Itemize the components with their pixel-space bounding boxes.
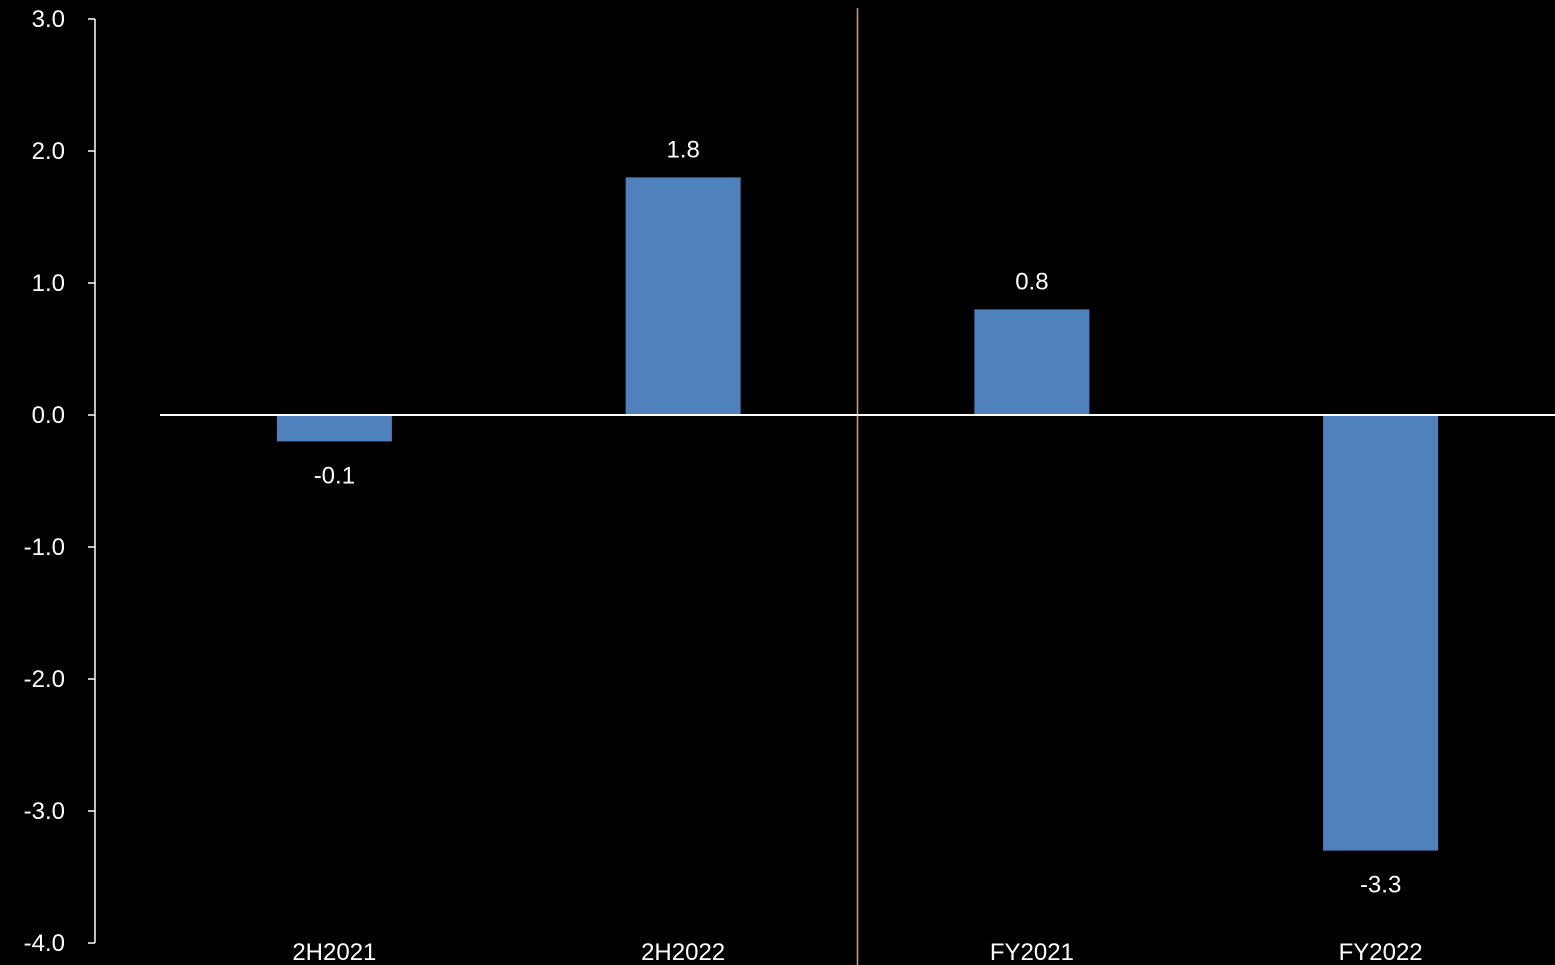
- data-label-2h2021: -0.1: [314, 462, 355, 489]
- y-tick-label: 2.0: [32, 138, 65, 165]
- bar-2h2022: [625, 177, 741, 415]
- data-label-fy2022: -3.3: [1360, 872, 1401, 899]
- category-label-2h2021: 2H2021: [292, 939, 376, 965]
- bars: [276, 177, 1439, 851]
- category-labels: 2H2021 2H2022 FY2021 FY2022: [292, 939, 1422, 965]
- category-label-fy2022: FY2022: [1339, 939, 1423, 965]
- y-tick-label: 3.0: [32, 6, 65, 33]
- data-labels: -0.1 1.8 0.8 -3.3: [314, 136, 1402, 898]
- data-label-2h2022: 1.8: [666, 136, 699, 163]
- y-tick-label: -1.0: [24, 534, 65, 561]
- data-label-fy2021: 0.8: [1015, 268, 1048, 295]
- y-axis: 3.0 2.0 1.0 0.0 -1.0 -2.0 -3.0 -4.0: [24, 6, 96, 957]
- y-tick-label: 1.0: [32, 270, 65, 297]
- bar-fy2022: [1323, 415, 1439, 851]
- y-tick-label: -3.0: [24, 798, 65, 825]
- y-tick-label: -2.0: [24, 666, 65, 693]
- bar-2h2021: [276, 415, 392, 442]
- bar-fy2021: [974, 309, 1090, 415]
- category-label-fy2021: FY2021: [990, 939, 1074, 965]
- y-tick-label: 0.0: [32, 402, 65, 429]
- y-tick-label: -4.0: [24, 930, 65, 957]
- category-label-2h2022: 2H2022: [641, 939, 725, 965]
